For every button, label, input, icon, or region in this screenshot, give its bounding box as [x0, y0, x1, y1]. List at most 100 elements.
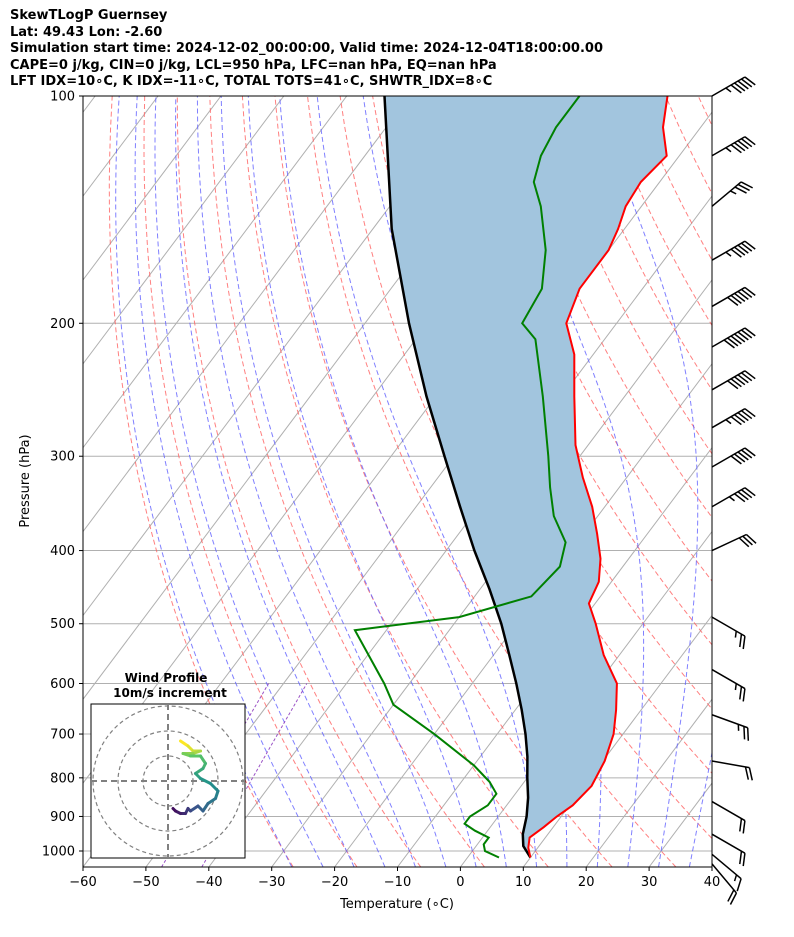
barb-flag	[734, 186, 747, 194]
barb-flag	[740, 288, 753, 298]
y-axis-title: Pressure (hPa)	[18, 434, 33, 527]
x-tick-label: 40	[704, 875, 721, 890]
barb-flag	[727, 296, 739, 306]
time-line: Simulation start time: 2024-12-02_00:00:…	[10, 41, 603, 56]
moist-adiabat-line	[220, 96, 447, 867]
barb-flag	[737, 491, 749, 501]
hodograph-segment	[171, 807, 177, 813]
hodograph-subtitle: 10m/s increment	[113, 686, 227, 700]
barb-flag	[740, 410, 753, 420]
barb-flag	[737, 412, 749, 422]
barb-staff	[711, 487, 746, 508]
hodograph-segment	[206, 797, 217, 805]
dry-adiabat-line	[241, 96, 549, 867]
barb-staff	[711, 408, 746, 429]
isotherm-line	[83, 96, 285, 365]
y-tick-label: 700	[50, 728, 75, 743]
barb-half-flag	[730, 190, 737, 195]
wind-barb	[711, 181, 753, 207]
barb-flag	[744, 327, 756, 337]
barb-staff	[711, 286, 746, 308]
barb-flag	[743, 726, 746, 740]
x-tick-label: 30	[641, 875, 658, 890]
isotherm-line	[83, 96, 96, 114]
barb-flag	[746, 727, 750, 741]
barb-flag	[734, 414, 746, 424]
wind-barb	[711, 286, 756, 308]
barb-flag	[729, 892, 738, 905]
barb-flag	[730, 248, 742, 258]
barb-staff	[711, 370, 746, 391]
dry-adiabat-line	[469, 96, 712, 582]
barb-staff	[711, 76, 746, 97]
barb-flag	[744, 487, 756, 497]
wind-barb	[711, 863, 738, 905]
barb-flag	[730, 294, 742, 304]
barb-staff	[711, 760, 750, 769]
barb-flag	[734, 82, 746, 92]
barb-flag	[723, 339, 735, 349]
barb-flag	[737, 80, 749, 90]
chart-header: SkewTLogP Guernsey Lat: 49.43 Lon: -2.60…	[10, 8, 603, 91]
dry-adiabat-line	[632, 96, 712, 261]
barb-flag	[730, 378, 742, 388]
barb-staff	[711, 240, 746, 261]
barb-half-flag	[725, 147, 732, 153]
barb-flag	[730, 335, 742, 345]
dry-adiabat-line	[307, 96, 677, 867]
barb-flag	[727, 337, 739, 347]
barb-flag	[737, 331, 749, 341]
wind-barb	[711, 327, 756, 349]
barb-flag	[740, 449, 753, 459]
hodograph-inset: Wind Profile 10m/s increment	[90, 671, 246, 859]
barb-flag	[737, 451, 749, 461]
barb-flag	[739, 851, 743, 865]
y-tick-label: 200	[50, 317, 75, 332]
barb-flag	[730, 416, 742, 426]
x-tick-label: 0	[456, 875, 464, 890]
barb-flag	[744, 136, 756, 146]
moist-adiabat-line	[494, 96, 645, 867]
barb-flag	[742, 688, 746, 702]
wind-barb	[711, 240, 756, 261]
x-tick-label: −10	[384, 875, 411, 890]
dry-adiabat-line	[176, 96, 422, 867]
barb-flag	[744, 370, 756, 380]
barb-flag	[739, 818, 743, 832]
x-tick-label: −30	[258, 875, 285, 890]
hodograph-title: Wind Profile	[125, 671, 208, 685]
wind-barb	[711, 616, 746, 650]
barb-flag	[744, 408, 756, 418]
moist-adiabat-line	[115, 96, 293, 867]
axes: −60 −50 −40 −30 −20 −10 0 10 20 30 40 100 200 300 400 5…	[42, 90, 720, 891]
chart-title: SkewTLogP Guernsey	[10, 8, 168, 23]
barb-flag	[740, 329, 753, 339]
barb-flag	[737, 290, 749, 300]
background-lines	[83, 96, 712, 867]
barb-flag	[744, 286, 756, 296]
barb-flag	[730, 84, 742, 94]
indices-line-2: LFT IDX=10∘C, K IDX=-11∘C, TOTAL TOTS=41…	[10, 74, 493, 89]
barb-flag	[744, 76, 756, 86]
y-tick-label: 900	[50, 810, 75, 825]
hodograph-segment	[199, 754, 207, 765]
wind-barb	[711, 800, 746, 834]
y-tick-label: 300	[50, 450, 75, 465]
barb-flag	[730, 144, 742, 154]
dry-adiabat-line	[372, 96, 712, 775]
isotherm-line	[83, 96, 411, 533]
wind-barb	[711, 487, 756, 508]
barb-staff	[711, 616, 746, 637]
y-tick-label: 100	[50, 90, 75, 105]
hodograph-segment	[209, 782, 220, 793]
x-tick-label: −40	[195, 875, 222, 890]
wind-barb	[711, 760, 753, 781]
barb-flag	[737, 140, 749, 150]
barb-half-flag	[734, 631, 737, 638]
x-tick-label: −50	[132, 875, 159, 890]
barb-staff	[711, 668, 746, 690]
barb-staff	[711, 533, 747, 552]
barb-staff	[711, 447, 746, 468]
barb-staff	[711, 833, 746, 854]
